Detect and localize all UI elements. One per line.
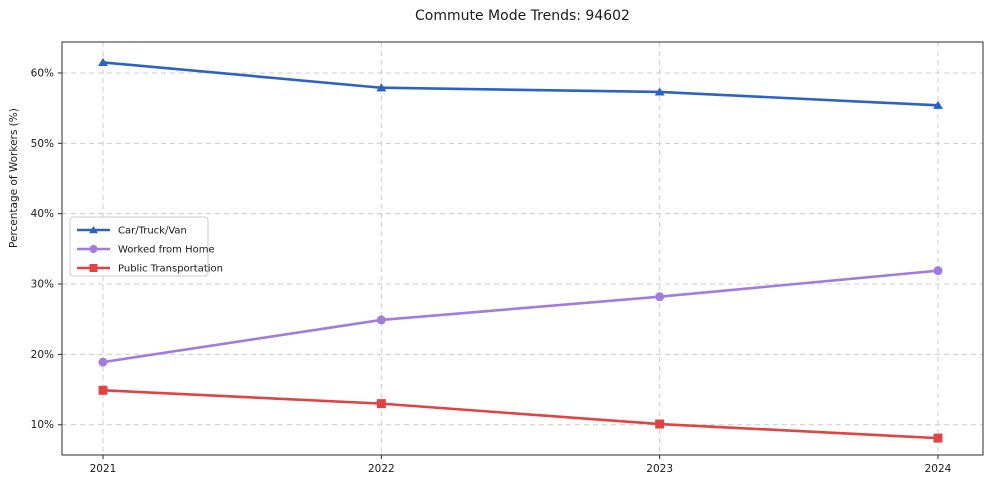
triangle-marker — [376, 83, 387, 92]
legend-box — [69, 216, 209, 277]
series-line-car-truck-van — [101, 61, 940, 107]
y-tick-label: 30% — [31, 279, 54, 291]
triangle-marker — [98, 57, 108, 67]
x-tick-label: 2021 — [90, 463, 117, 475]
circle-marker — [98, 357, 108, 367]
circle-marker — [655, 292, 665, 302]
triangle-marker — [89, 226, 98, 234]
y-tick-label: 50% — [31, 138, 54, 150]
legend-label: Public Transportation — [118, 264, 223, 275]
square-marker — [655, 419, 665, 429]
y-tick-label: 20% — [31, 349, 54, 361]
circle-marker — [376, 315, 386, 325]
y-tick-label: 60% — [31, 67, 54, 79]
legend-label: Car/Truck/Van — [118, 226, 187, 237]
square-marker — [933, 433, 943, 443]
series-line-public-transportation — [101, 388, 940, 440]
legend-label: Worked from Home — [118, 245, 215, 256]
square-marker — [376, 399, 386, 409]
y-tick-label: 10% — [31, 419, 54, 431]
y-tick-label: 40% — [31, 208, 54, 220]
circle-marker — [933, 266, 943, 276]
x-tick-label: 2023 — [646, 463, 673, 475]
triangle-marker — [933, 100, 943, 109]
x-tick-label: 2024 — [925, 463, 952, 475]
triangle-marker — [654, 87, 665, 96]
chart-title: Commute Mode Trends: 94602 — [415, 8, 630, 24]
square-marker — [98, 385, 108, 395]
plot-border — [61, 41, 984, 456]
circle-marker — [89, 245, 98, 253]
x-tick-label: 2022 — [368, 463, 395, 475]
series-line-worked-from-home — [101, 269, 940, 364]
square-marker — [89, 264, 98, 272]
